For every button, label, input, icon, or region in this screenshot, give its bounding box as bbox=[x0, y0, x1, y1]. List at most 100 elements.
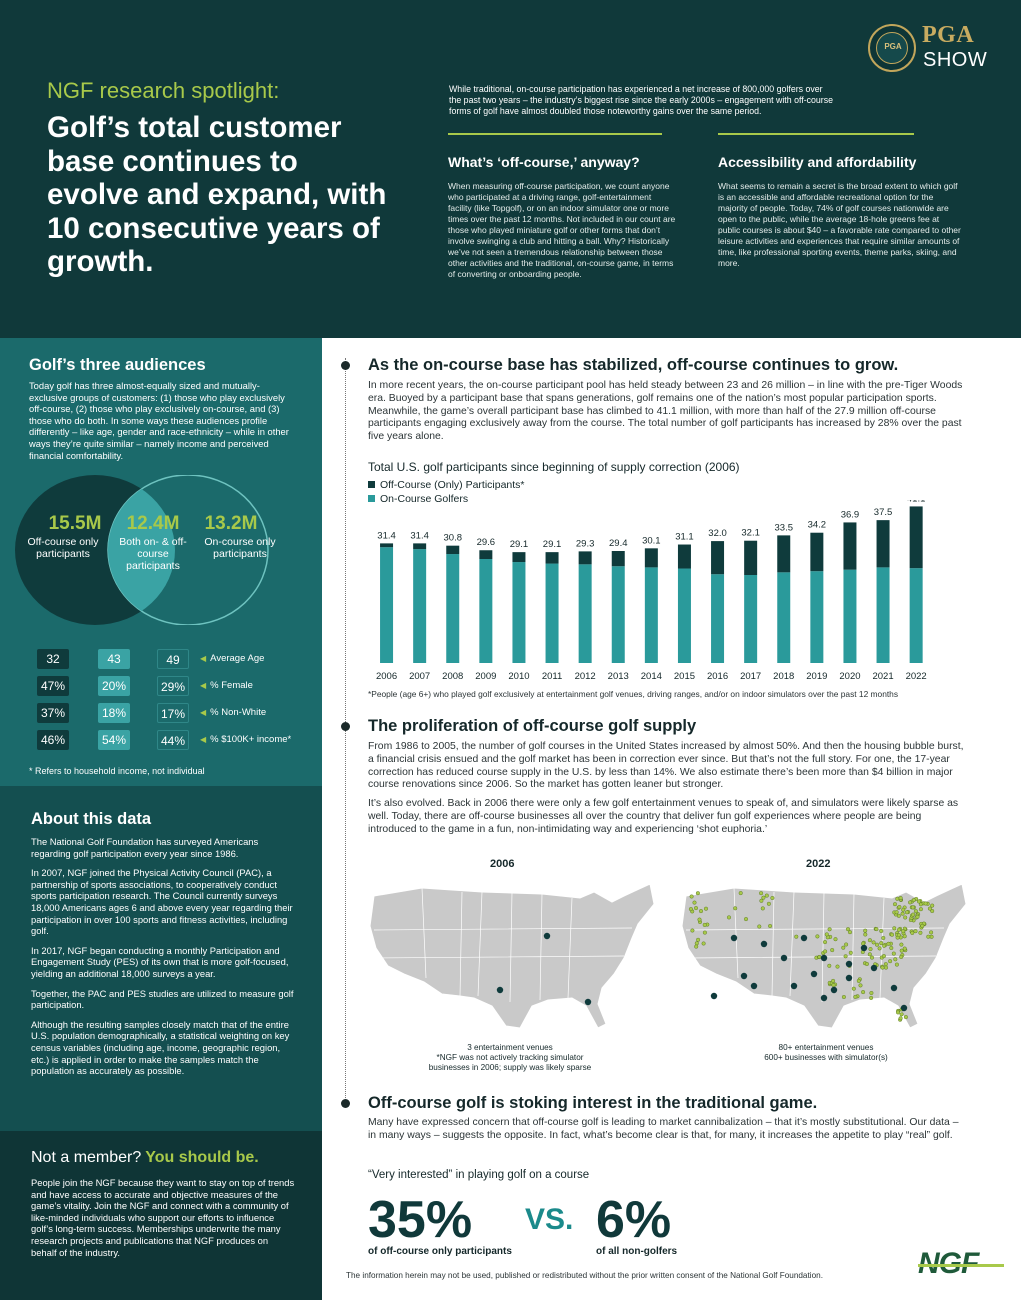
map-caption-2022: 80+ entertainment venues 600+ businesses… bbox=[764, 1043, 888, 1062]
legend-item: On-Course Golfers bbox=[368, 493, 468, 505]
venue-marker bbox=[870, 964, 878, 972]
simulator-marker bbox=[827, 963, 832, 968]
legend-swatch bbox=[368, 481, 375, 488]
simulator-marker bbox=[898, 1016, 903, 1021]
bar-off-course bbox=[578, 551, 592, 565]
simulator-marker bbox=[883, 965, 888, 970]
simulator-marker bbox=[874, 942, 879, 947]
simulator-marker bbox=[874, 927, 879, 932]
simulator-marker bbox=[760, 906, 765, 911]
accessibility-text: What seems to remain a secret is the bro… bbox=[718, 181, 961, 268]
about-title: About this data bbox=[31, 810, 152, 828]
venue-marker bbox=[800, 934, 808, 942]
venue-marker bbox=[740, 972, 748, 980]
bar-on-course bbox=[413, 549, 427, 663]
x-tick-label: 2021 bbox=[872, 671, 893, 682]
section-text: From 1986 to 2005, the number of golf co… bbox=[368, 741, 968, 843]
simulator-marker bbox=[738, 891, 743, 896]
simulator-marker bbox=[817, 954, 822, 959]
simulator-marker bbox=[867, 952, 872, 957]
simulator-marker bbox=[869, 955, 874, 960]
stat-caption: of off-course only participants bbox=[368, 1246, 512, 1257]
stat-both: 20% bbox=[98, 676, 130, 696]
timeline-dot bbox=[341, 722, 350, 731]
simulator-marker bbox=[759, 898, 764, 903]
x-tick-label: 2018 bbox=[773, 671, 794, 682]
x-tick-label: 2017 bbox=[740, 671, 761, 682]
data-label: 29.6 bbox=[477, 537, 496, 548]
simulator-marker bbox=[743, 917, 748, 922]
simulator-marker bbox=[863, 928, 868, 933]
bar-on-course bbox=[876, 567, 890, 663]
x-tick-label: 2008 bbox=[442, 671, 463, 682]
simulator-marker bbox=[701, 941, 706, 946]
bar-on-course bbox=[909, 568, 923, 663]
triangle-left-icon: ◀ bbox=[200, 735, 207, 744]
simulator-marker bbox=[688, 907, 693, 912]
triangle-left-icon: ◀ bbox=[200, 681, 207, 690]
simulator-marker bbox=[794, 934, 799, 939]
bar-off-course bbox=[479, 550, 493, 559]
simulator-marker bbox=[886, 941, 891, 946]
about-paragraph: Together, the PAC and PES studies are ut… bbox=[31, 987, 294, 1011]
stat-both: 43 bbox=[98, 649, 130, 669]
bar-on-course bbox=[611, 566, 625, 663]
simulator-marker bbox=[759, 891, 764, 896]
simulator-marker bbox=[908, 900, 913, 905]
bar-on-course bbox=[545, 563, 559, 663]
data-label: 30.8 bbox=[444, 533, 463, 544]
data-label: 37.5 bbox=[874, 507, 893, 518]
x-tick-label: 2011 bbox=[542, 671, 562, 682]
stat-label: ◀ Average Age bbox=[200, 653, 265, 664]
data-label: 33.5 bbox=[775, 522, 794, 533]
simulator-marker bbox=[899, 954, 904, 959]
simulator-marker bbox=[841, 994, 846, 999]
simulator-marker bbox=[893, 957, 898, 962]
versus-label: VS. bbox=[525, 1203, 574, 1236]
simulator-marker bbox=[864, 961, 869, 966]
bar-on-course bbox=[843, 569, 857, 663]
stat-off-course: 32 bbox=[37, 649, 69, 669]
stat-both: 18% bbox=[98, 703, 130, 723]
venn-right-value: 13.2M bbox=[204, 513, 258, 534]
simulator-marker bbox=[699, 909, 704, 914]
venue-marker bbox=[890, 984, 898, 992]
x-tick-label: 2022 bbox=[906, 671, 927, 682]
simulator-marker bbox=[894, 910, 899, 915]
bar-off-course bbox=[644, 548, 658, 568]
simulator-marker bbox=[831, 978, 836, 983]
stat-row: 47% 20% 29% ◀% Female bbox=[36, 676, 316, 703]
bar-on-course bbox=[479, 559, 493, 663]
bar-off-course bbox=[413, 543, 427, 550]
bar-off-course bbox=[512, 552, 526, 563]
about-paragraph: In 2007, NGF joined the Physical Activit… bbox=[31, 867, 293, 937]
venue-marker bbox=[760, 940, 768, 948]
venue-marker bbox=[790, 982, 798, 990]
kicker: NGF research spotlight: bbox=[47, 78, 280, 103]
venn-left-value: 15.5M bbox=[48, 513, 102, 534]
ngf-logo-bar bbox=[918, 1264, 1004, 1267]
simulator-marker bbox=[889, 932, 894, 937]
simulator-marker bbox=[770, 896, 775, 901]
simulator-marker bbox=[897, 905, 902, 910]
data-label: 29.4 bbox=[609, 538, 628, 549]
simulator-marker bbox=[858, 983, 863, 988]
venue-marker bbox=[750, 982, 758, 990]
stat-row: 37% 18% 17% ◀% Non-White bbox=[36, 703, 316, 730]
data-label: 31.4 bbox=[377, 530, 396, 541]
timeline-dot bbox=[341, 1099, 350, 1108]
simulator-marker bbox=[695, 891, 700, 896]
simulator-marker bbox=[892, 902, 897, 907]
bar-off-course bbox=[446, 545, 460, 555]
simulator-marker bbox=[823, 949, 828, 954]
x-tick-label: 2009 bbox=[475, 671, 496, 682]
x-tick-label: 2015 bbox=[674, 671, 695, 682]
map-year-2022: 2022 bbox=[806, 858, 831, 870]
bar-on-course bbox=[380, 547, 394, 663]
simulator-marker bbox=[916, 899, 921, 904]
simulator-marker bbox=[896, 933, 901, 938]
divider bbox=[448, 133, 662, 135]
simulator-marker bbox=[690, 928, 695, 933]
simulator-marker bbox=[904, 910, 909, 915]
off-course-definition-title: What’s ‘off-course,’ anyway? bbox=[448, 154, 640, 170]
